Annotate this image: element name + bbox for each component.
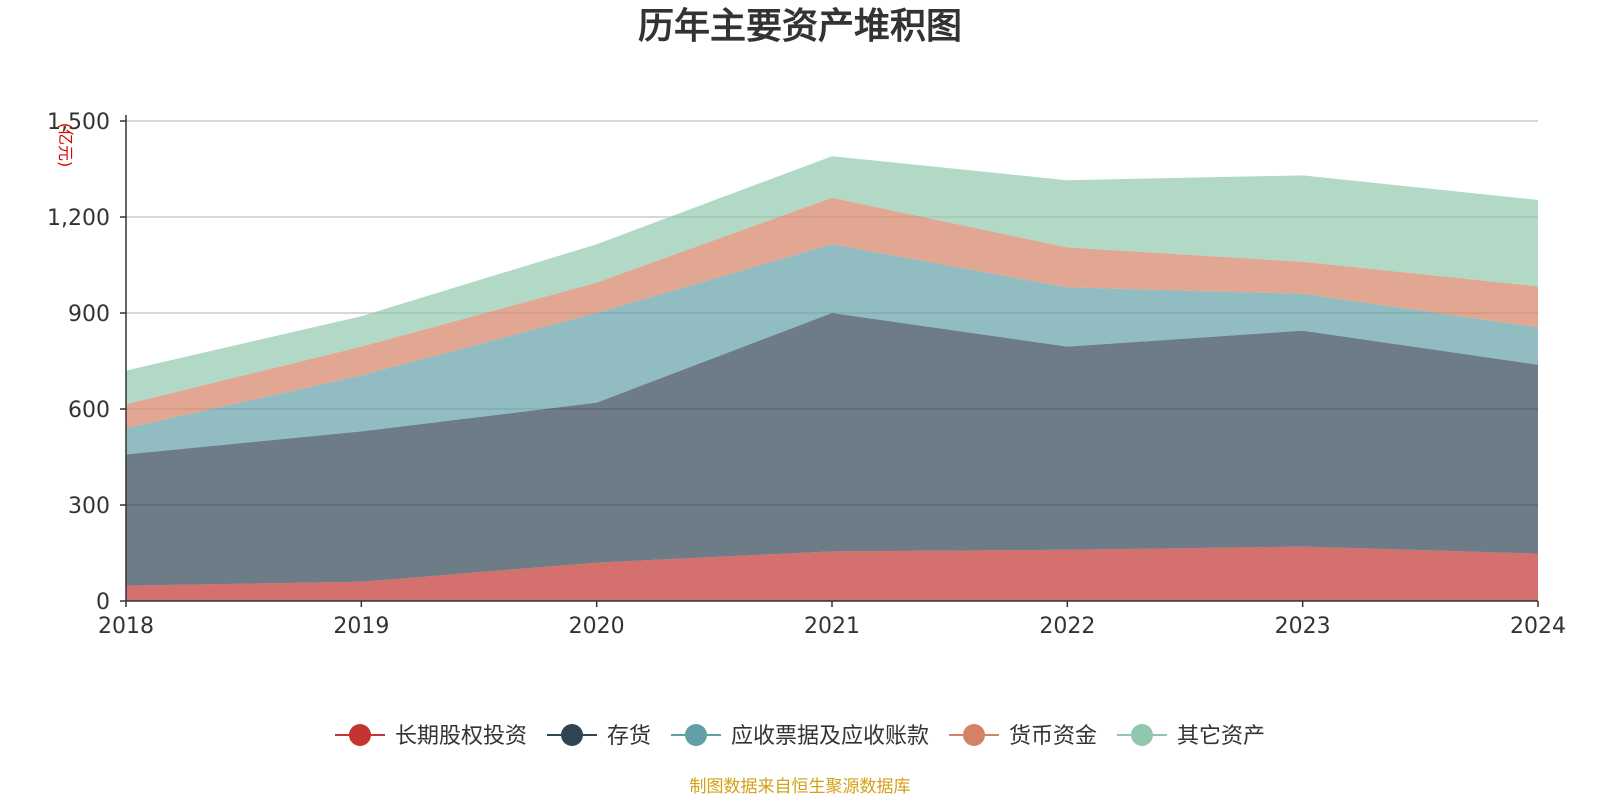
legend-item[interactable]: 长期股权投资 — [334, 724, 527, 749]
y-axis-unit-label: (亿元) — [56, 123, 75, 168]
legend-marker-icon — [963, 724, 986, 746]
area-series-0 — [126, 546, 1538, 601]
legend-marker-icon — [348, 724, 371, 746]
y-tick-label: 900 — [68, 302, 110, 327]
area-series-1 — [126, 313, 1538, 586]
area-series-2 — [126, 244, 1538, 455]
y-tick-label: 0 — [96, 590, 110, 615]
legend-label: 存货 — [607, 724, 651, 749]
x-tick-label: 2018 — [98, 614, 154, 639]
x-tick-label: 2019 — [333, 614, 389, 639]
legend-label: 货币资金 — [1009, 724, 1097, 749]
area-series-group — [126, 156, 1538, 601]
legend-item[interactable]: 货币资金 — [949, 724, 1097, 749]
legend-label: 长期股权投资 — [395, 724, 527, 749]
x-tick-label: 2023 — [1275, 614, 1331, 639]
source-note: 制图数据来自恒生聚源数据库 — [690, 777, 911, 797]
y-tick-label: 1,200 — [47, 206, 110, 231]
legend-item[interactable]: 其它资产 — [1117, 724, 1265, 749]
area-series-4 — [126, 156, 1538, 405]
x-tick-label: 2021 — [804, 614, 860, 639]
area-series-3 — [126, 197, 1538, 429]
legend-marker-icon — [560, 724, 583, 746]
x-tick-label: 2020 — [569, 614, 625, 639]
legend-item[interactable]: 应收票据及应收账款 — [670, 724, 929, 749]
legend-item[interactable]: 存货 — [546, 724, 651, 749]
x-tick-label: 2022 — [1039, 614, 1095, 639]
y-tick-label: 300 — [68, 494, 110, 519]
legend-label: 其它资产 — [1177, 724, 1265, 749]
axes: 0 300 600 900 1,200 1,500 2018 2019 2020 2021 2022… — [47, 110, 1566, 639]
chart-title: 历年主要资产堆积图 — [638, 6, 962, 47]
y-tick-label: 600 — [68, 398, 110, 423]
legend-marker-icon — [1131, 724, 1154, 746]
legend-label: 应收票据及应收账款 — [731, 724, 929, 749]
legend-marker-icon — [684, 724, 707, 746]
y-tick-label: 1,500 — [47, 110, 110, 135]
legend: 长期股权投资 存货 应收票据及应收账款 货币资金 其它资产 — [334, 724, 1265, 749]
x-tick-label: 2024 — [1510, 614, 1566, 639]
